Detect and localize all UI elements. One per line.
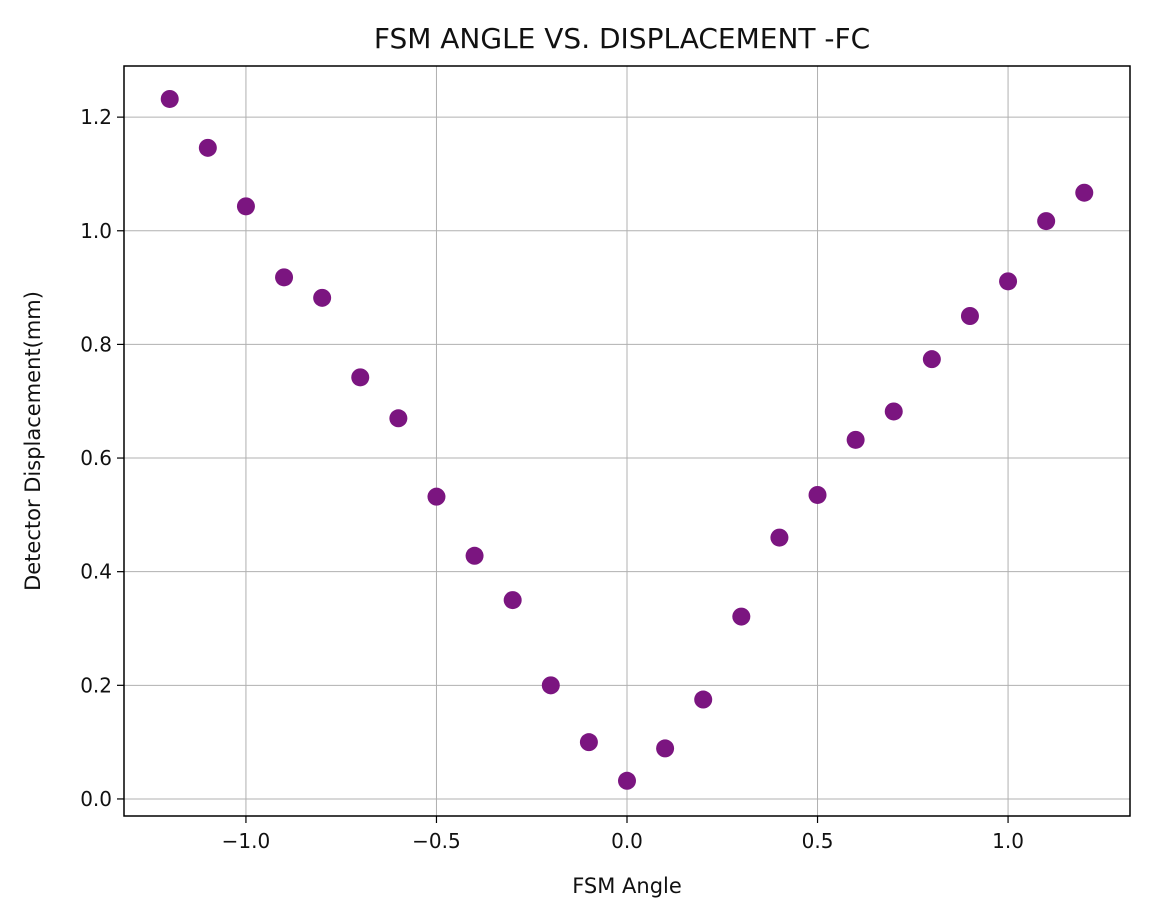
x-axis-label: FSM Angle [572,874,682,898]
data-point [999,272,1018,291]
data-point [465,546,484,565]
data-point [922,350,941,369]
x-tick-label: 1.0 [992,829,1024,853]
data-point [236,197,255,216]
data-point [160,89,179,108]
data-point [846,430,865,449]
data-points [160,89,1094,790]
y-axis-label: Detector Displacement(mm) [21,291,45,591]
x-tick-label: 0.0 [611,829,643,853]
data-point [618,771,636,790]
grid [124,66,1130,816]
data-point [656,739,675,758]
data-point [541,676,560,695]
data-point [503,591,522,610]
y-tick-label: 1.2 [80,105,112,129]
data-point [960,307,979,325]
data-point [579,733,598,752]
data-point [884,402,903,421]
data-point [808,485,827,504]
y-tick-label: 0.0 [80,787,112,811]
data-point [427,487,446,506]
data-point [1075,183,1094,202]
data-point [198,138,217,157]
chart-title: FSM ANGLE VS. DISPLACEMENT -FC [374,22,870,55]
data-point [313,288,332,307]
data-point [732,607,751,626]
data-point [351,368,370,387]
data-point [389,409,408,428]
y-tick-label: 0.8 [80,332,112,356]
data-point [694,690,713,709]
data-point [1037,212,1056,231]
data-point [770,528,789,547]
y-tick-label: 1.0 [80,219,112,243]
x-tick-label: −0.5 [412,829,461,853]
y-tick-label: 0.6 [80,446,112,470]
y-tick-label: 0.4 [80,560,112,584]
axis-ticks: −1.0 −0.5 0.0 0.5 1.0 0.0 0.2 0.4 0.6 0.8 1.0 1.2 [80,105,1024,853]
x-tick-label: 0.5 [802,829,834,853]
data-point [275,268,294,287]
y-tick-label: 0.2 [80,673,112,697]
x-tick-label: −1.0 [222,829,271,853]
